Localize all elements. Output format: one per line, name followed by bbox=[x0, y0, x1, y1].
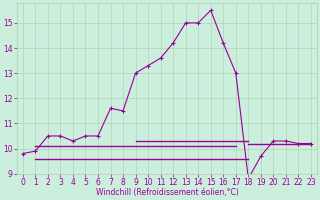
X-axis label: Windchill (Refroidissement éolien,°C): Windchill (Refroidissement éolien,°C) bbox=[96, 188, 238, 197]
